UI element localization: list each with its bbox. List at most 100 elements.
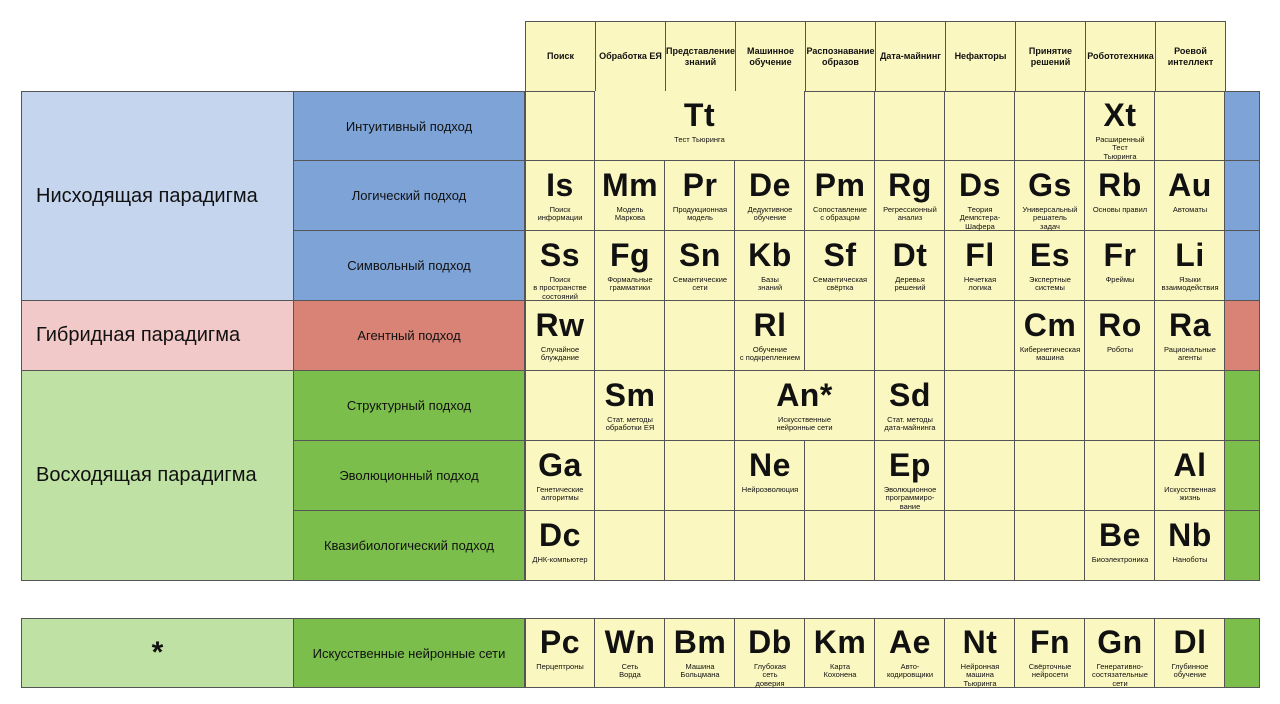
grid-cell [805, 441, 875, 511]
element-name: Рациональные агенты [1164, 345, 1216, 363]
row-color-strip [1225, 301, 1260, 371]
grid-cell [1085, 301, 1155, 371]
grid-cell [1155, 161, 1225, 231]
grid-cell [875, 231, 945, 301]
grid-cell [525, 511, 595, 581]
element-tile: Sf Семантическая свёртка [805, 231, 875, 301]
element-symbol: Bm [673, 624, 727, 660]
element-symbol: Ga [538, 447, 582, 483]
grid-cell [945, 161, 1015, 231]
element-tile: Sn Семантические сети [665, 231, 735, 301]
element-tile: Gs Универсальный решатель задач [1015, 161, 1085, 231]
element-name: Продукционная модель [672, 205, 728, 223]
element-name: Автоматы [1172, 205, 1208, 214]
element-symbol: Nt [962, 624, 998, 660]
row-color-strip [1225, 441, 1260, 511]
element-symbol: Nb [1168, 517, 1212, 553]
element-tile: Fg Формальные грамматики [595, 231, 665, 301]
column-header: Машинное обучение [735, 21, 805, 91]
element-name: Глубинное обучение [1171, 662, 1209, 680]
grid-cell [1085, 161, 1155, 231]
element-tile: Xt Расширенный Тест Тьюринга [1085, 91, 1155, 161]
element-symbol: Sd [889, 377, 931, 413]
grid-cell [525, 618, 595, 688]
element-tile: Fl Нечеткая логика [945, 231, 1015, 301]
element-tile: Ne Нейроэволюция [735, 441, 805, 511]
element-name: Семантические сети [672, 275, 728, 293]
element-name: Нечеткая логика [963, 275, 997, 293]
grid-cell [1085, 618, 1155, 688]
grid-cell [735, 231, 805, 301]
grid-cell [875, 371, 945, 441]
element-tile: Rg Регрессионный анализ [875, 161, 945, 231]
grid-cell [525, 371, 595, 441]
nn-element-tile: Km Карта Кохонена [805, 618, 875, 688]
element-name: Роботы [1107, 345, 1133, 354]
element-tile: An* Искусственные нейронные сети [735, 371, 875, 441]
element-symbol: Kb [748, 237, 792, 273]
element-tile: Sm Стат. методы обработки ЕЯ [595, 371, 665, 441]
element-name: Генеративно- состязательные сети [1092, 662, 1148, 688]
element-symbol: Ds [959, 167, 1001, 203]
approach-label: Интуитивный подход [293, 91, 525, 161]
grid-cell [1155, 301, 1225, 371]
row-color-strip [1225, 511, 1260, 581]
grid-cell [1085, 441, 1155, 511]
grid-cell [665, 371, 735, 441]
element-name: Карта Кохонена [823, 662, 857, 680]
paradigm-label: Нисходящая парадигма [21, 91, 293, 301]
nn-element-tile: Dl Глубинное обучение [1155, 618, 1225, 688]
grid-cell [735, 301, 805, 371]
grid-cell [1155, 91, 1225, 161]
element-symbol: Xt [1103, 97, 1137, 133]
column-header: Распознавание образов [805, 21, 875, 91]
element-name: Перцептроны [536, 662, 584, 671]
grid-cell [1085, 371, 1155, 441]
element-tile: Al Искусственная жизнь [1155, 441, 1225, 511]
grid-cell [525, 301, 595, 371]
grid-cell [1015, 618, 1085, 688]
grid-cell [945, 301, 1015, 371]
grid-cell [665, 301, 735, 371]
element-tile: Ra Рациональные агенты [1155, 301, 1225, 371]
element-name: Генетические алгоритмы [536, 485, 584, 503]
grid-cell [875, 441, 945, 511]
grid-cell [525, 231, 595, 301]
element-symbol: Es [1029, 237, 1071, 273]
element-tile: Li Языки взаимодействия [1155, 231, 1225, 301]
element-name: ДНК-компьютер [532, 555, 588, 564]
grid-cell [735, 618, 805, 688]
nn-star-label: * [21, 618, 293, 688]
element-symbol: Mm [601, 167, 659, 203]
grid-cell [735, 161, 805, 231]
element-name: Авто- кодировщики [886, 662, 934, 680]
row-color-strip [1225, 161, 1260, 231]
grid-cell [875, 91, 945, 161]
element-symbol: Gn [1097, 624, 1143, 660]
element-tile: Rl Обучение с подкреплением [735, 301, 805, 371]
element-symbol: Ro [1098, 307, 1142, 343]
element-tile: Rb Основы правил [1085, 161, 1155, 231]
element-tile: Sd Стат. методы дата-майнинга [875, 371, 945, 441]
grid-cell [595, 511, 665, 581]
element-name: Стат. методы дата-майнинга [884, 415, 936, 433]
element-symbol: Fg [609, 237, 651, 273]
grid-cell [1015, 371, 1085, 441]
column-header: Роевой интеллект [1155, 21, 1226, 91]
nn-element-tile: Wn Сеть Ворда [595, 618, 665, 688]
element-name: Обучение с подкреплением [739, 345, 801, 363]
grid-cell [945, 618, 1015, 688]
grid-cell [595, 161, 665, 231]
grid-cell [1155, 231, 1225, 301]
nn-element-tile: Nt Нейронная машина Тьюринга [945, 618, 1015, 688]
grid-cell [805, 301, 875, 371]
element-name: Деревья решений [894, 275, 926, 293]
element-name: Сеть Ворда [619, 662, 641, 680]
element-symbol: Fr [1103, 237, 1137, 273]
row-color-strip [1225, 231, 1260, 301]
element-name: Машина Больцмана [680, 662, 720, 680]
column-header: Робототехника [1085, 21, 1155, 91]
element-name: Нейронная машина Тьюринга [960, 662, 1000, 688]
element-symbol: Ss [539, 237, 581, 273]
element-tile: Nb Наноботы [1155, 511, 1225, 581]
